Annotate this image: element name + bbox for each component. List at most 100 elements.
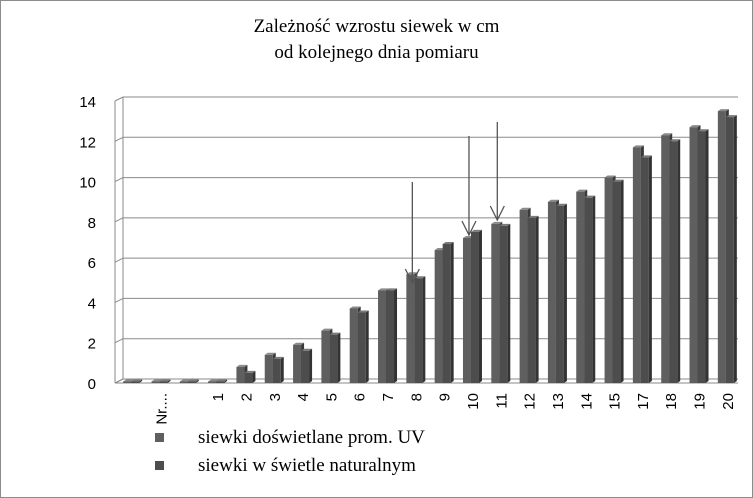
bar-top	[123, 379, 135, 382]
bar-top	[669, 139, 681, 142]
bar	[414, 278, 423, 383]
bar-top	[527, 215, 539, 218]
bar-top	[576, 189, 588, 192]
gridline-depth	[114, 136, 124, 142]
bar-top	[547, 199, 559, 202]
bar-top	[179, 379, 191, 382]
bar	[378, 290, 387, 383]
gridline-depth	[114, 378, 124, 384]
bar	[725, 117, 734, 383]
bar-side	[252, 370, 256, 383]
bar-top	[661, 133, 673, 136]
legend-swatch-natural	[155, 461, 164, 470]
bar	[236, 366, 245, 383]
x-tick-label: 1	[210, 393, 227, 401]
bar-side	[195, 379, 199, 383]
bar	[470, 231, 479, 383]
bar	[123, 381, 132, 383]
bar-top	[349, 306, 361, 309]
bar	[386, 290, 395, 383]
bar-top	[555, 203, 567, 206]
gridline-depth	[114, 338, 124, 344]
bar-side	[563, 203, 567, 383]
x-tick-label: 12	[522, 393, 539, 410]
y-tick-label: 0	[88, 376, 96, 393]
bar-side	[535, 215, 539, 383]
bar-top	[519, 207, 531, 210]
bar-side	[478, 229, 482, 383]
bar-side	[733, 115, 737, 383]
bar	[208, 381, 217, 383]
bar-top	[329, 332, 341, 335]
bar	[301, 350, 310, 383]
bar-top	[612, 179, 624, 182]
bar	[329, 334, 338, 383]
bar	[321, 330, 330, 383]
bar-top	[604, 175, 616, 178]
gridline-depth	[114, 177, 124, 183]
bar	[462, 237, 471, 383]
bar-top	[321, 328, 333, 331]
bar-top	[159, 379, 171, 382]
bar	[272, 358, 281, 383]
bar	[131, 381, 140, 383]
bar-top	[264, 352, 276, 355]
bar	[527, 217, 536, 383]
bar-top	[689, 125, 701, 128]
bar-side	[705, 129, 709, 383]
x-tick-label: 5	[323, 393, 340, 401]
bar-side	[365, 310, 369, 383]
bar	[661, 135, 670, 383]
x-tick-label: 11	[493, 393, 510, 409]
bar-top	[491, 221, 503, 224]
bar	[491, 223, 500, 383]
bar	[555, 205, 564, 383]
y-tick-label: 8	[88, 215, 96, 232]
bar	[717, 111, 726, 384]
bar	[159, 381, 168, 383]
legend-swatch-uv	[155, 433, 164, 442]
x-tick-label: 14	[578, 393, 595, 410]
bar-side	[280, 356, 284, 383]
bar-side	[139, 379, 143, 383]
bar	[576, 191, 585, 383]
bar-top	[208, 379, 220, 382]
bar-top	[470, 229, 482, 232]
bar	[547, 201, 556, 383]
bar	[357, 312, 366, 383]
bar	[632, 147, 641, 383]
bar-top	[301, 348, 313, 351]
gridline-depth	[114, 217, 124, 223]
bar-side	[450, 242, 454, 383]
bar	[187, 381, 196, 383]
bar-top	[151, 379, 163, 382]
bar-top	[640, 155, 652, 158]
y-tick-label: 2	[88, 336, 96, 353]
bar	[604, 177, 613, 383]
bar-top	[697, 129, 709, 132]
bar	[669, 141, 678, 383]
bar	[499, 225, 508, 383]
gridline-depth	[114, 257, 124, 263]
x-tick-label: 20	[720, 393, 737, 410]
bar-top	[272, 356, 284, 359]
y-tick-label: 10	[79, 175, 96, 192]
y-tick-label: 4	[88, 295, 96, 312]
bar-top	[414, 276, 426, 279]
bar	[697, 131, 706, 383]
gridline-depth	[114, 96, 124, 102]
bar-top	[632, 145, 644, 148]
bar-side	[309, 348, 313, 383]
bar	[689, 127, 698, 383]
bar-top	[357, 310, 369, 313]
bar-side	[592, 195, 596, 383]
bar	[640, 157, 649, 383]
bar-side	[648, 155, 652, 383]
bar-side	[620, 179, 624, 383]
bar	[349, 308, 358, 383]
bar-top	[499, 223, 511, 226]
annotation-arrow-head	[461, 220, 477, 237]
legend-label-uv: siewki doświetlane prom. UV	[198, 427, 425, 448]
y-tick-label: 12	[79, 134, 96, 151]
